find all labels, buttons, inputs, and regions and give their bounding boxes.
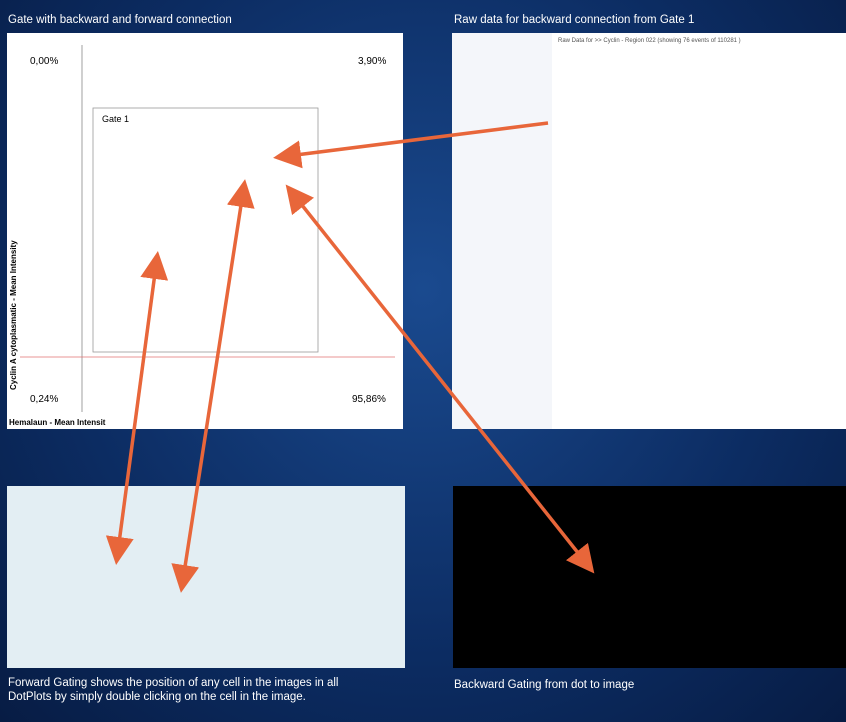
fluor-image (453, 486, 846, 668)
dotplot-panel (7, 33, 403, 429)
x-label: Hemalaun - Mean Intensit (9, 418, 106, 427)
figure: Gate with backward and forward connectio… (0, 0, 846, 722)
gate-label: Gate 1 (102, 114, 129, 124)
quadrant-label: 3,90% (358, 56, 386, 67)
stain-image (7, 486, 405, 668)
tree-pane (452, 33, 552, 429)
quadrant-label: 0,24% (30, 394, 58, 405)
quadrant-label: 0,00% (30, 56, 58, 67)
panels: 0,00% 3,90% 0,24% 95,86% Gate 1 Cyclin A… (0, 0, 846, 722)
y-label: Cyclin A cytoplasmatic - Mean Intensity (9, 240, 18, 390)
quadrant-label: 95,86% (352, 394, 386, 405)
table-title: Raw Data for >> Cyclin - Region 022 (sho… (558, 38, 741, 44)
